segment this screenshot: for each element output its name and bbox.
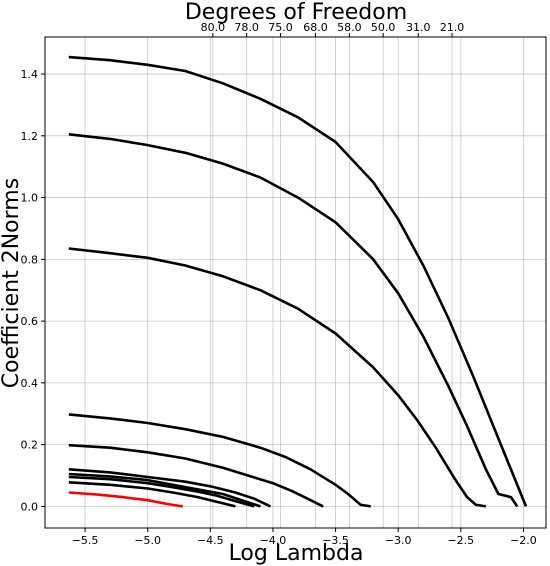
x-tick-label: −3.0 [385,534,412,547]
x-tick-label: −2.5 [447,534,474,547]
x-tick-label: −5.5 [72,534,99,547]
series-line-6 [68,468,272,508]
series-line-2 [68,133,519,508]
y-tick-label: 0.8 [21,253,39,266]
plot-frame [44,36,547,529]
x-tick-label: −3.5 [322,534,349,547]
series-line-7 [68,472,261,508]
x-axis-label: Log Lambda [229,541,364,566]
series-line-1 [68,55,528,507]
series-line-9 [68,481,236,508]
y-tick-label: 1.4 [21,68,39,81]
x-tick-label: −2.0 [510,534,537,547]
top-tick-label: 58.0 [337,21,362,34]
y-axis-label: Coefficient 2Norms [0,178,24,388]
top-tick-label: 31.0 [406,21,431,34]
top-axis-ticks: 80.0 78.0 75.0 68.0 58.0 50.0 31.0 21.0 [201,21,465,37]
series-line-8 [68,475,255,508]
series-line-5 [68,443,324,508]
x-tick-label: −4.5 [197,534,224,547]
y-tick-label: 0.6 [21,315,39,328]
series-line-3 [68,247,487,508]
x-axis-ticks: −5.5 −5.0 −4.5 −4.0 −3.5 −3.0 −2.5 −2.0 [72,528,537,547]
grid-lines [45,37,546,528]
chart-title: Degrees of Freedom [185,0,407,25]
series-line-10 [68,491,183,508]
top-tick-label: 50.0 [371,21,396,34]
y-tick-label: 0.2 [21,439,39,452]
top-tick-label: 80.0 [201,21,226,34]
y-tick-label: 0.0 [21,500,39,513]
series-lines [68,55,528,508]
y-axis-ticks: 0.0 0.2 0.4 0.6 0.8 1.0 1.2 1.4 [21,68,45,513]
top-tick-label: 75.0 [268,21,293,34]
y-tick-label: 0.4 [21,377,39,390]
y-tick-label: 1.2 [21,130,39,143]
x-tick-label: −4.0 [260,534,287,547]
top-tick-label: 68.0 [303,21,328,34]
top-tick-label: 78.0 [234,21,259,34]
x-tick-label: −5.0 [134,534,161,547]
y-tick-label: 1.0 [21,192,39,205]
top-tick-label: 21.0 [440,21,465,34]
series-line-4 [68,413,371,508]
